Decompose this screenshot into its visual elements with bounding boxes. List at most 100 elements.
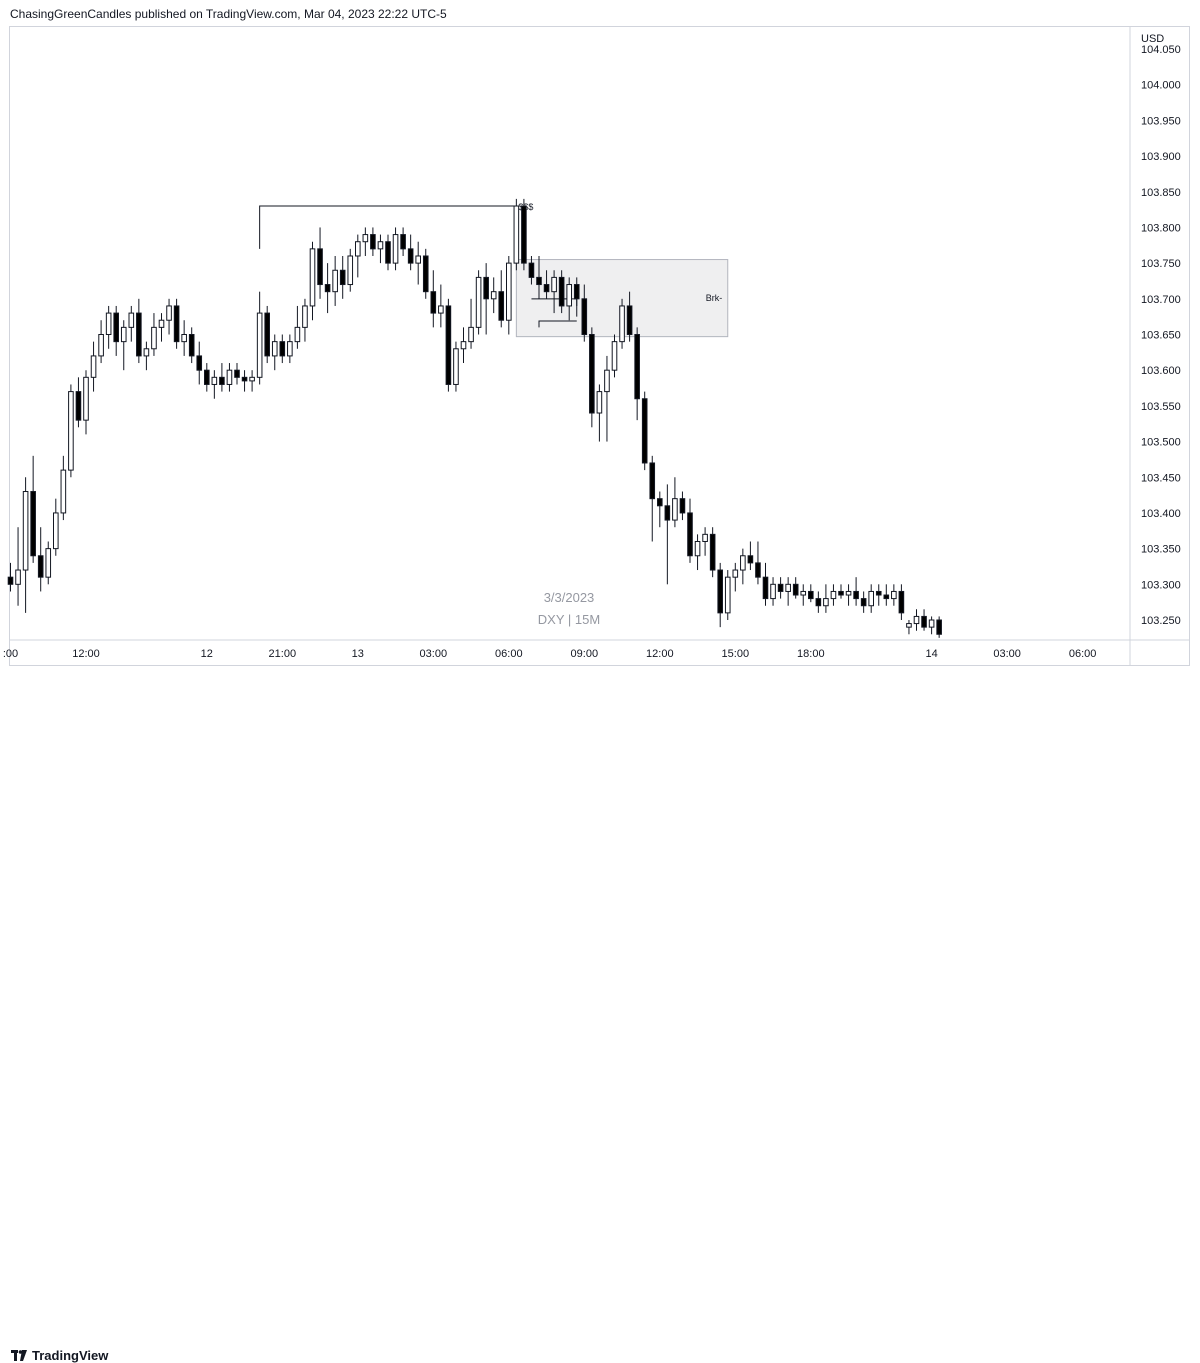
- candles[interactable]: [7, 198, 942, 638]
- candle[interactable]: [657, 491, 663, 528]
- candle[interactable]: [551, 270, 557, 314]
- candle[interactable]: [573, 277, 580, 306]
- candle[interactable]: [264, 305, 270, 364]
- candle[interactable]: [838, 584, 844, 599]
- candle[interactable]: [830, 584, 837, 606]
- candle[interactable]: [60, 455, 67, 521]
- candle[interactable]: [823, 584, 829, 613]
- candle[interactable]: [755, 541, 761, 585]
- candle[interactable]: [105, 305, 112, 349]
- candle[interactable]: [483, 263, 489, 335]
- candle[interactable]: [324, 263, 331, 314]
- candle[interactable]: [475, 270, 482, 335]
- candle[interactable]: [762, 562, 769, 606]
- candle[interactable]: [241, 370, 248, 392]
- candle[interactable]: [143, 341, 150, 371]
- candle[interactable]: [136, 298, 142, 364]
- candle[interactable]: [438, 284, 444, 328]
- candle[interactable]: [407, 234, 414, 271]
- candle[interactable]: [98, 320, 104, 364]
- candle[interactable]: [445, 298, 452, 392]
- candle[interactable]: [226, 363, 233, 392]
- candle[interactable]: [611, 334, 618, 378]
- candle[interactable]: [860, 591, 867, 613]
- candle[interactable]: [75, 377, 82, 428]
- candle[interactable]: [90, 341, 97, 392]
- candle[interactable]: [362, 227, 369, 256]
- candle[interactable]: [453, 341, 459, 392]
- candle[interactable]: [302, 298, 308, 342]
- candle[interactable]: [332, 255, 338, 306]
- candle[interactable]: [30, 455, 36, 563]
- candle[interactable]: [422, 248, 429, 299]
- candle[interactable]: [747, 541, 754, 571]
- candle[interactable]: [385, 234, 391, 271]
- candle[interactable]: [45, 541, 52, 585]
- candle[interactable]: [770, 577, 776, 606]
- candle[interactable]: [928, 616, 935, 635]
- candlestick-chart[interactable]: 104.050 104.000 103.950 103.900 103.850 103.8…: [0, 0, 1200, 699]
- candle[interactable]: [868, 584, 875, 613]
- candle[interactable]: [415, 241, 421, 285]
- candle[interactable]: [521, 198, 527, 271]
- candle[interactable]: [211, 370, 218, 399]
- candle[interactable]: [53, 498, 59, 556]
- candle[interactable]: [347, 248, 354, 292]
- annotations[interactable]: $$$Brk-: [259, 202, 729, 338]
- candle[interactable]: [875, 584, 882, 606]
- candle[interactable]: [196, 341, 203, 385]
- candle[interactable]: [37, 527, 44, 592]
- candle[interactable]: [113, 305, 120, 356]
- candle[interactable]: [355, 234, 361, 278]
- candle[interactable]: [460, 327, 467, 364]
- candle[interactable]: [513, 198, 520, 271]
- candle[interactable]: [626, 291, 633, 342]
- candle[interactable]: [664, 484, 671, 585]
- candle[interactable]: [800, 584, 807, 606]
- candle[interactable]: [543, 270, 550, 299]
- candle[interactable]: [430, 270, 437, 328]
- candle[interactable]: [581, 284, 588, 342]
- candle[interactable]: [287, 334, 293, 364]
- candle[interactable]: [158, 313, 165, 342]
- candle[interactable]: [785, 577, 791, 606]
- candle[interactable]: [891, 584, 897, 606]
- candle[interactable]: [808, 584, 814, 603]
- candle[interactable]: [724, 570, 731, 620]
- candle[interactable]: [589, 327, 595, 428]
- break-line-lower[interactable]: [538, 320, 577, 328]
- candle[interactable]: [898, 584, 905, 620]
- candle[interactable]: [596, 384, 603, 442]
- candle[interactable]: [498, 270, 505, 328]
- price-axis[interactable]: 104.050 104.000 103.950 103.900 103.850 103.8…: [1129, 27, 1181, 665]
- candle[interactable]: [173, 298, 180, 349]
- candle[interactable]: [679, 491, 686, 521]
- candle[interactable]: [377, 234, 384, 264]
- candle[interactable]: [883, 584, 890, 606]
- candle[interactable]: [792, 577, 799, 599]
- candle[interactable]: [702, 527, 708, 556]
- candle[interactable]: [687, 498, 693, 563]
- candle[interactable]: [294, 305, 301, 349]
- candle[interactable]: [120, 320, 127, 371]
- candle[interactable]: [815, 591, 822, 613]
- candle[interactable]: [204, 363, 210, 392]
- candle[interactable]: [166, 298, 172, 335]
- candle[interactable]: [845, 584, 852, 606]
- candle[interactable]: [370, 227, 376, 256]
- candle[interactable]: [604, 355, 610, 442]
- candle[interactable]: [709, 527, 716, 578]
- candle[interactable]: [528, 255, 535, 285]
- candle[interactable]: [936, 616, 942, 638]
- candle[interactable]: [694, 534, 701, 571]
- candle[interactable]: [558, 270, 565, 314]
- candle[interactable]: [906, 620, 912, 635]
- candle[interactable]: [672, 477, 678, 528]
- liquidity-line[interactable]: [259, 205, 517, 249]
- candle[interactable]: [619, 298, 625, 349]
- tradingview-logo[interactable]: TradingView: [11, 1348, 108, 1363]
- candle[interactable]: [339, 255, 346, 299]
- candle[interactable]: [732, 562, 739, 592]
- candle[interactable]: [634, 327, 640, 421]
- candle[interactable]: [392, 227, 399, 271]
